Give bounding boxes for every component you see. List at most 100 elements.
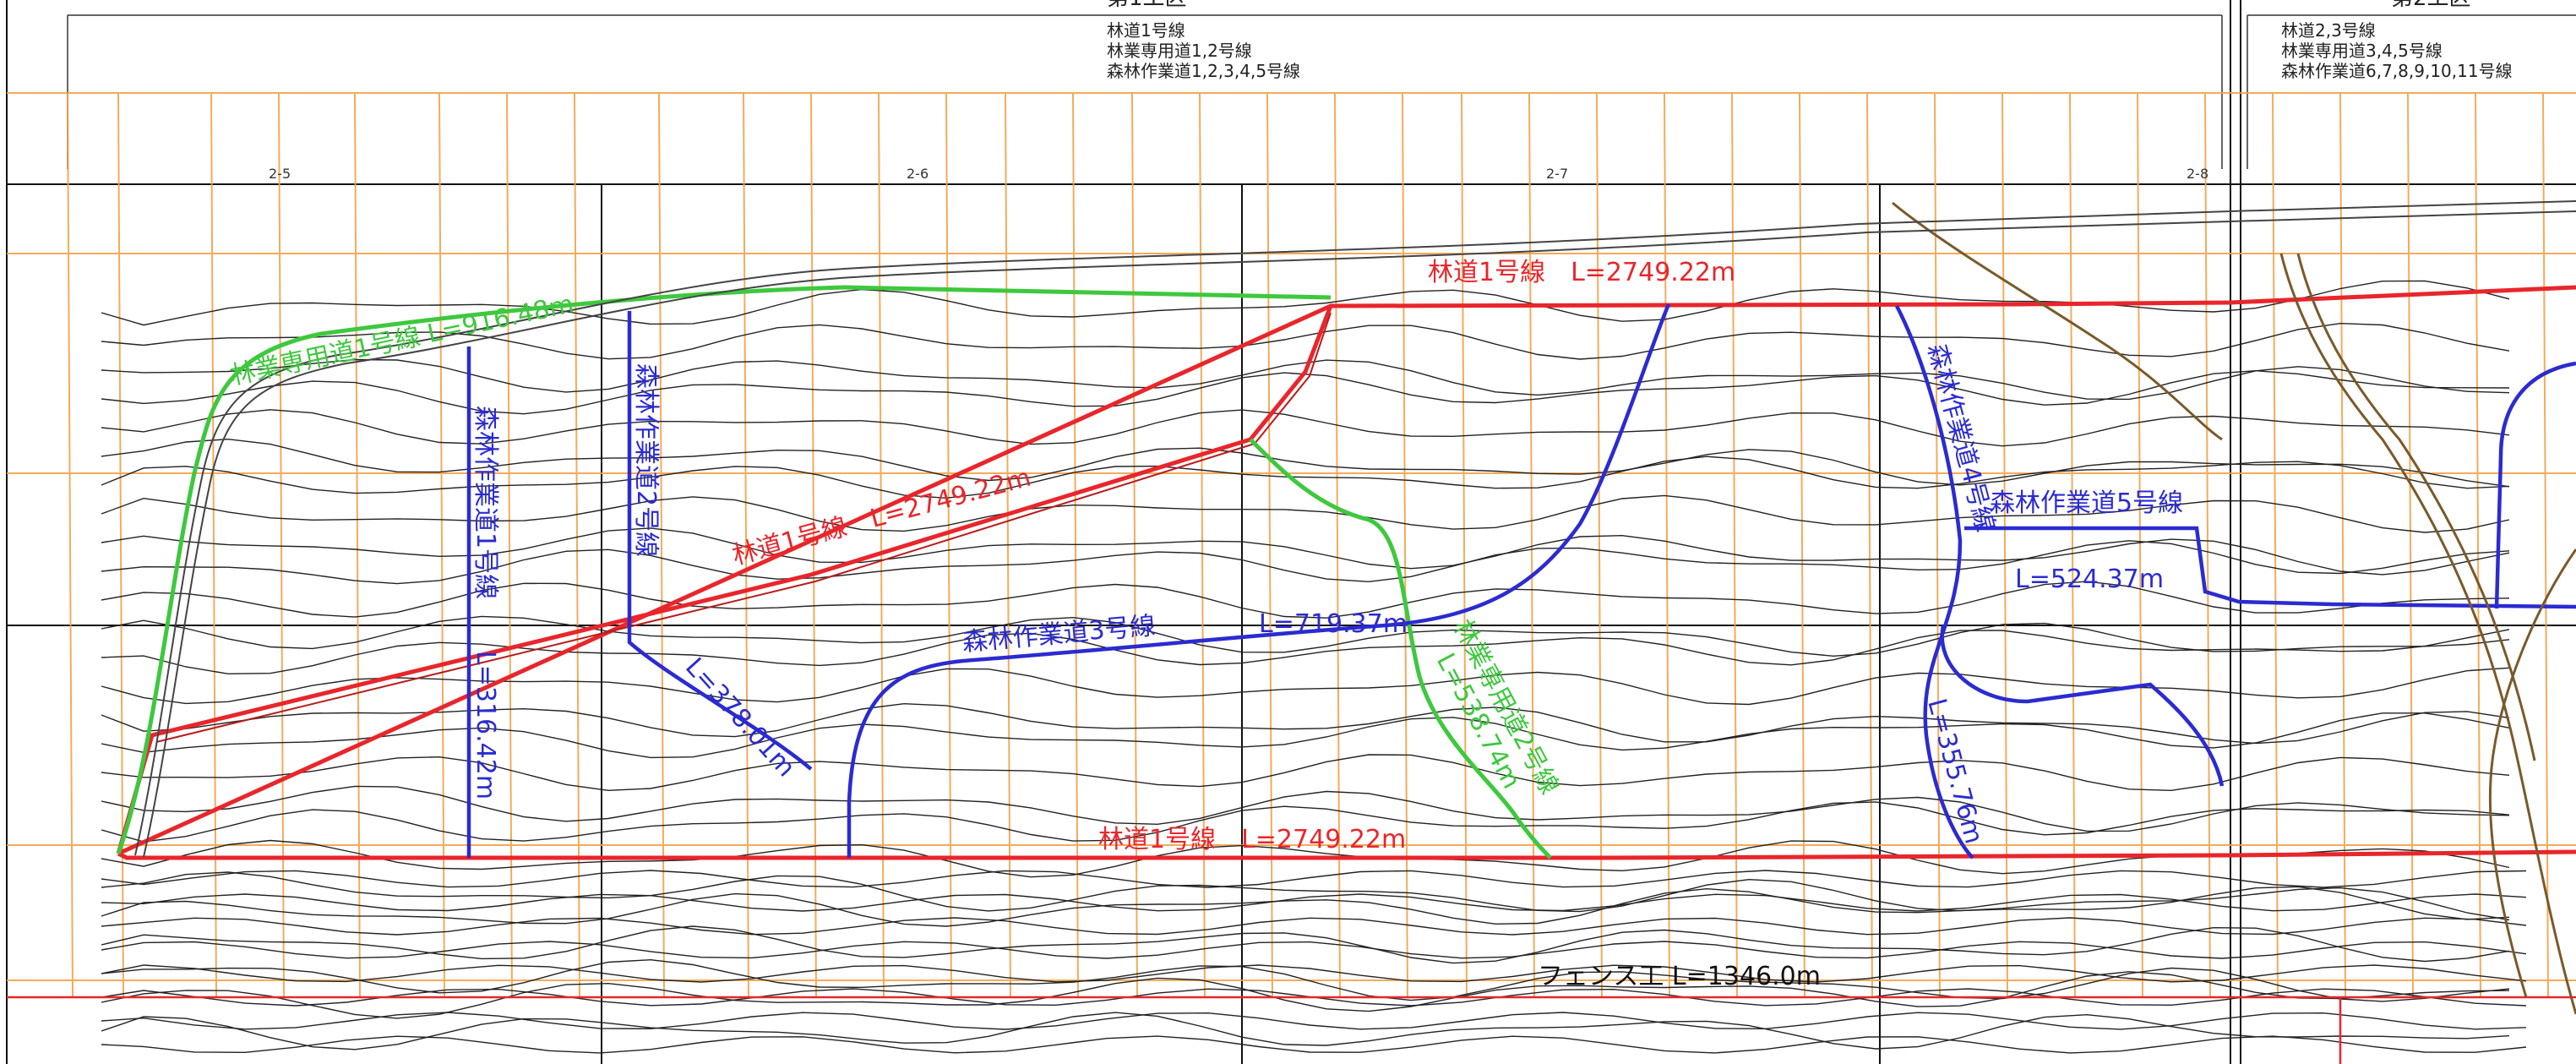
parcel-grid-line bbox=[1461, 92, 1468, 998]
contour-line bbox=[101, 754, 2510, 792]
zone1-line-1: 林道1号線 bbox=[1107, 20, 1185, 41]
shinrin2-length: L=378.01m bbox=[679, 652, 801, 783]
parcel-grid-line bbox=[1799, 92, 1805, 998]
rindo1-diag-label: 林道1号線 L=2749.22m bbox=[729, 463, 1034, 571]
parcel-grid-line bbox=[2542, 92, 2549, 998]
sheet-number: 2-8 bbox=[2187, 166, 2209, 182]
shinrin3-label: 森林作業道3号線 bbox=[961, 611, 1157, 657]
shinrin1-label: 森林作業道1号線 bbox=[471, 406, 500, 599]
ringyo1-label: 林業専用道1号線 L=916.48m bbox=[227, 289, 576, 390]
shinrin1-length: L=316.42m bbox=[471, 651, 500, 799]
zone2-header: 第2工区 林道2,3号線 林業専用道3,4,5号線 森林作業道6,7,8,9,1… bbox=[2281, 0, 2568, 81]
parcel-grid-line bbox=[354, 92, 361, 998]
contour-line bbox=[101, 839, 2510, 878]
contour-line bbox=[101, 438, 2510, 488]
parcel-grid-line bbox=[1072, 92, 1079, 998]
contour-line bbox=[101, 1012, 2510, 1050]
parcel-grid-line bbox=[574, 92, 580, 998]
contour-line bbox=[101, 702, 2510, 745]
contour-line bbox=[101, 615, 2510, 657]
zone2-title: 第2工区 bbox=[2391, 0, 2471, 9]
parcel-grid-line bbox=[1664, 92, 1670, 998]
zone1-header: 第1工区 林道1号線 林業専用道1,2号線 森林作業道1,2,3,4,5号線 bbox=[1107, 0, 1300, 81]
contour-line bbox=[101, 456, 2510, 499]
parcel-grid-line bbox=[1596, 92, 1603, 998]
parcel-grid-line bbox=[878, 92, 885, 998]
parcel-grid-line bbox=[1934, 92, 1941, 998]
contour-line bbox=[101, 322, 2510, 360]
parcel-grid-line bbox=[1528, 92, 1535, 998]
shinrin4-length: L=355.76m bbox=[1921, 696, 1988, 847]
shinrin4-label: 森林作業道4号線 bbox=[1921, 341, 2000, 535]
contour-lines bbox=[101, 280, 2527, 1054]
parcel-grid-line bbox=[2204, 92, 2211, 998]
contour-line bbox=[101, 1012, 2527, 1030]
zone2-terrain-roads bbox=[1892, 201, 2576, 1015]
shinrin-4-road bbox=[1894, 304, 1974, 859]
contour-line bbox=[101, 785, 2510, 832]
shinrin-3-road bbox=[847, 303, 1671, 858]
parcel-grid-line bbox=[1402, 92, 1408, 998]
parcel-grid-line bbox=[67, 92, 74, 998]
contour-line bbox=[101, 941, 2527, 959]
parcel-grid-line bbox=[2339, 92, 2346, 998]
parcel-grid-line bbox=[1731, 92, 1738, 998]
parcel-grid-line bbox=[2407, 92, 2414, 998]
contour-line bbox=[101, 958, 2510, 1002]
parcel-grid-line bbox=[2272, 92, 2279, 998]
sheet-number: 2-5 bbox=[269, 166, 291, 182]
contour-line bbox=[101, 629, 2510, 675]
shinrin-2-road bbox=[627, 311, 813, 771]
zone2-line-1: 林道2,3号線 bbox=[2281, 20, 2376, 41]
parcel-grid-line bbox=[658, 92, 665, 998]
sheet-number: 2-7 bbox=[1546, 166, 1569, 182]
ringyo-2-road bbox=[1249, 438, 1552, 859]
parcel-grid-line bbox=[438, 92, 445, 998]
contour-line bbox=[101, 917, 2527, 936]
contour-line bbox=[101, 527, 2510, 576]
rindo1-bottom-label: 林道1号線 L=2749.22m bbox=[1098, 825, 1406, 854]
site-boundary bbox=[7, 996, 2576, 1064]
contour-line bbox=[101, 494, 2510, 533]
parcel-grid-line bbox=[1131, 92, 1138, 998]
contour-line bbox=[101, 801, 2510, 843]
shinrin-4-branch bbox=[1940, 625, 2225, 787]
contour-line bbox=[101, 712, 2510, 759]
parcel-grid bbox=[7, 92, 2576, 998]
parcel-grid-line bbox=[2137, 92, 2143, 998]
shinrin-zone2-road bbox=[2494, 361, 2576, 609]
zone1-title: 第1工区 bbox=[1107, 0, 1187, 9]
shinrin-roads bbox=[466, 303, 2576, 859]
contour-line bbox=[101, 971, 2510, 1019]
contour-line bbox=[101, 871, 2510, 921]
contour-line bbox=[101, 886, 2510, 927]
parcel-grid-line bbox=[2001, 92, 2008, 998]
rindo1-top-label: 林道1号線 L=2749.22m bbox=[1428, 258, 1735, 287]
contour-line bbox=[101, 581, 2510, 619]
contour-line bbox=[101, 409, 2510, 447]
parcel-grid-line bbox=[1866, 92, 1873, 998]
parcel-grid-line bbox=[2069, 92, 2076, 998]
upper-access-road bbox=[134, 200, 2576, 858]
contour-line bbox=[101, 540, 2510, 585]
parcel-grid-line bbox=[1199, 92, 1206, 998]
shinrin2-label: 森林作業道2号線 bbox=[631, 363, 661, 557]
contour-line bbox=[101, 893, 2527, 912]
parcel-grid-line bbox=[743, 92, 749, 998]
shinrin5-length: L=524.37m bbox=[2015, 565, 2164, 594]
parcel-grid-line bbox=[506, 92, 513, 998]
fence-label: フェンス工 L=1346.0m bbox=[1538, 962, 1821, 991]
parcel-grid-line bbox=[278, 92, 285, 998]
zone2-line-2: 林業専用道3,4,5号線 bbox=[2281, 41, 2443, 61]
ringyo-1-road bbox=[116, 285, 1332, 854]
shinrin5-label: 森林作業道5号線 bbox=[1990, 488, 2183, 518]
zone1-line-3: 森林作業道1,2,3,4,5号線 bbox=[1107, 61, 1301, 81]
parcel-grid-line bbox=[945, 92, 952, 998]
zone2-line-3: 森林作業道6,7,8,9,10,11号線 bbox=[2281, 61, 2513, 81]
parcel-grid-line bbox=[2475, 92, 2481, 998]
parcel-grid-line bbox=[1334, 92, 1341, 998]
sheet-number: 2-6 bbox=[907, 166, 929, 182]
